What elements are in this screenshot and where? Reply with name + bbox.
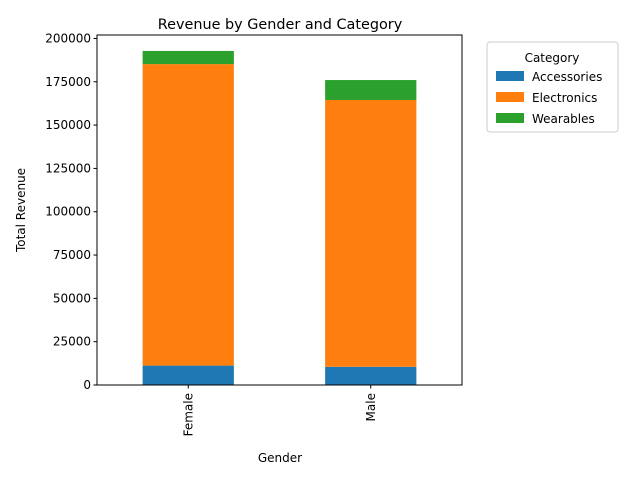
bar-wearables-female xyxy=(143,51,234,64)
x-tick-label-male: Male xyxy=(364,393,378,421)
x-axis-label: Gender xyxy=(258,451,302,465)
legend-swatch-electronics xyxy=(496,92,524,102)
y-axis-label: Total Revenue xyxy=(14,168,28,253)
y-tick-label: 125000 xyxy=(45,161,91,175)
x-tick-label-female: Female xyxy=(181,393,195,436)
legend-label-wearables: Wearables xyxy=(532,112,595,126)
legend-label-accessories: Accessories xyxy=(532,70,602,84)
bar-accessories-female xyxy=(143,366,234,385)
chart-title: Revenue by Gender and Category xyxy=(158,17,403,33)
legend-swatch-wearables xyxy=(496,113,524,123)
y-tick-label: 200000 xyxy=(45,31,91,45)
y-tick-label: 175000 xyxy=(45,75,91,89)
y-tick-label: 0 xyxy=(83,378,91,392)
bars xyxy=(143,51,417,385)
bar-electronics-male xyxy=(325,100,416,367)
bar-accessories-male xyxy=(325,367,416,385)
y-tick-label: 150000 xyxy=(45,118,91,132)
legend-swatch-accessories xyxy=(496,71,524,81)
y-tick-label: 25000 xyxy=(53,335,91,349)
y-tick-label: 50000 xyxy=(53,291,91,305)
bar-electronics-female xyxy=(143,64,234,365)
x-axis: Female Male xyxy=(181,385,378,436)
legend: Category Accessories Electronics Wearables xyxy=(487,42,618,132)
legend-label-electronics: Electronics xyxy=(532,91,597,105)
y-axis: 0 25000 50000 75000 100000 125000 150000 175000… xyxy=(45,31,97,392)
bar-wearables-male xyxy=(325,80,416,100)
y-tick-label: 100000 xyxy=(45,205,91,219)
legend-title: Category xyxy=(525,51,580,65)
y-tick-label: 75000 xyxy=(53,248,91,262)
